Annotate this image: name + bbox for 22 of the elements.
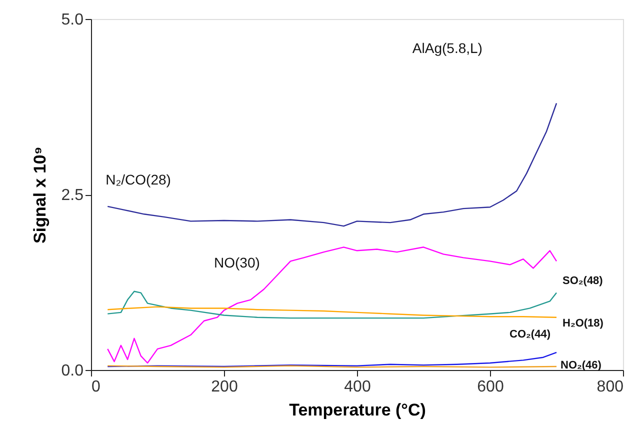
- annotation: AlAg(5.8,L): [412, 40, 482, 56]
- x-axis-title: Temperature (°C): [289, 400, 426, 420]
- y-tick-label: 2.5: [61, 187, 84, 204]
- line-series: [107, 352, 558, 368]
- series-label: CO₂(44): [510, 328, 551, 340]
- y-axis-title: Signal x 10⁹: [30, 146, 50, 244]
- line-series: [107, 246, 558, 364]
- line-series: [107, 306, 558, 318]
- x-tick-label: 600: [477, 378, 504, 396]
- x-tick-label: 800: [596, 378, 624, 396]
- x-tick-label: 200: [211, 378, 238, 396]
- line-series: [107, 102, 558, 227]
- y-tick-label: 5.0: [61, 12, 84, 28]
- y-tick-label: 0.0: [61, 362, 84, 380]
- line-series: [107, 290, 558, 319]
- series-label: N₂/CO(28): [106, 171, 171, 188]
- series-label: SO₂(48): [562, 274, 604, 287]
- series-label: NO₂(46): [560, 359, 602, 372]
- series-label: NO(30): [214, 254, 260, 270]
- x-tick-label: 0: [92, 378, 100, 396]
- series-label: H₂O(18): [562, 317, 604, 330]
- x-tick-label: 400: [344, 378, 371, 396]
